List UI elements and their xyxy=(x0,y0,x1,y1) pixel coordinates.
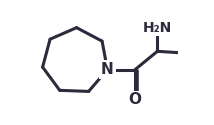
Text: H₂N: H₂N xyxy=(143,21,172,35)
Text: O: O xyxy=(129,92,142,107)
Text: N: N xyxy=(101,62,114,77)
